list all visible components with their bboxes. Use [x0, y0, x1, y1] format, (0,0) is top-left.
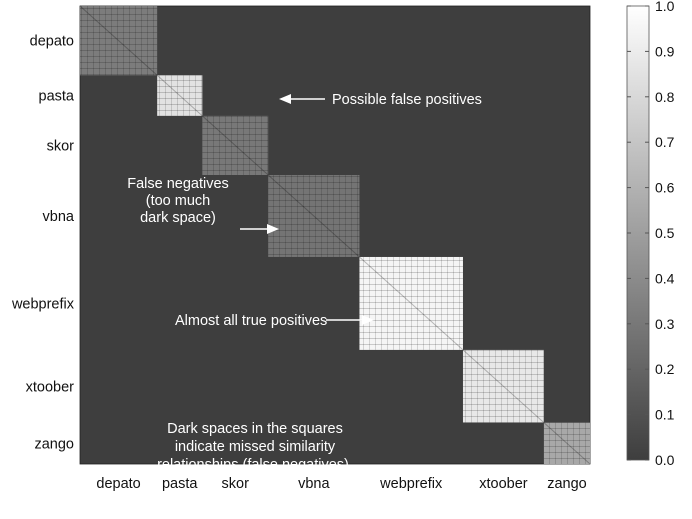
cluster-block-zango	[543, 422, 591, 465]
cluster-block-skor	[201, 115, 269, 176]
column-label-zango: zango	[547, 476, 587, 492]
colorbar-tick-label: 0.3	[655, 316, 675, 332]
row-label-depato: depato	[30, 34, 74, 50]
colorbar-tick-label: 1.0	[655, 0, 675, 14]
column-label-webprefix: webprefix	[379, 476, 443, 492]
colorbar-tick-label: 0.5	[655, 225, 675, 241]
column-label-xtoober: xtoober	[479, 476, 528, 492]
cluster-block-xtoober	[462, 349, 545, 423]
colorbar-tick-label: 0.0	[655, 452, 675, 468]
column-label-vbna: vbna	[298, 476, 330, 492]
annotation-false-negatives: False negatives (too much dark space)	[127, 176, 229, 226]
row-label-zango: zango	[34, 436, 74, 452]
cluster-block-depato	[79, 5, 158, 76]
column-label-pasta: pasta	[162, 476, 198, 492]
colorbar-tick-label: 0.9	[655, 43, 675, 59]
row-label-xtoober: xtoober	[26, 379, 75, 395]
row-labels: depato pasta skor vbna webprefix xtoober zango	[11, 34, 75, 453]
colorbar-ticks: 0.0 0.1 0.2 0.3 0.4 0.5 0.6 0.7 0.8 0.9 1.0	[627, 0, 675, 468]
colorbar-tick-label: 0.6	[655, 180, 675, 196]
cluster-block-vbna	[267, 174, 360, 258]
annotation-dark-spaces: Dark spaces in the squares indicate misse…	[157, 421, 353, 473]
colorbar-tick-label: 0.1	[655, 407, 675, 423]
row-label-pasta: pasta	[39, 89, 75, 105]
cluster-block-pasta	[156, 74, 203, 117]
annotation-true-positives: Almost all true positives	[175, 313, 327, 329]
row-label-vbna: vbna	[43, 209, 75, 225]
column-labels: depato pasta skor vbna webprefix xtoober zango	[96, 476, 586, 492]
arrow-head-false-negatives	[267, 224, 279, 234]
arrow-head-true-positives	[362, 315, 374, 325]
column-label-skor: skor	[222, 476, 250, 492]
cluster-blocks	[79, 5, 591, 465]
colorbar-tick-label: 0.7	[655, 134, 675, 150]
row-label-webprefix: webprefix	[11, 296, 75, 312]
colorbar-tick-label: 0.8	[655, 89, 675, 105]
colorbar-tick-label: 0.2	[655, 361, 675, 377]
arrow-head-possible-false-positives	[279, 94, 291, 104]
row-label-skor: skor	[47, 138, 75, 154]
column-label-depato: depato	[96, 476, 140, 492]
annotation-possible-false-positives: Possible false positives	[332, 92, 482, 108]
colorbar-tick-label: 0.4	[655, 270, 675, 286]
annotations: Possible false positives False negatives…	[127, 92, 482, 473]
cluster-block-webprefix	[359, 256, 464, 351]
